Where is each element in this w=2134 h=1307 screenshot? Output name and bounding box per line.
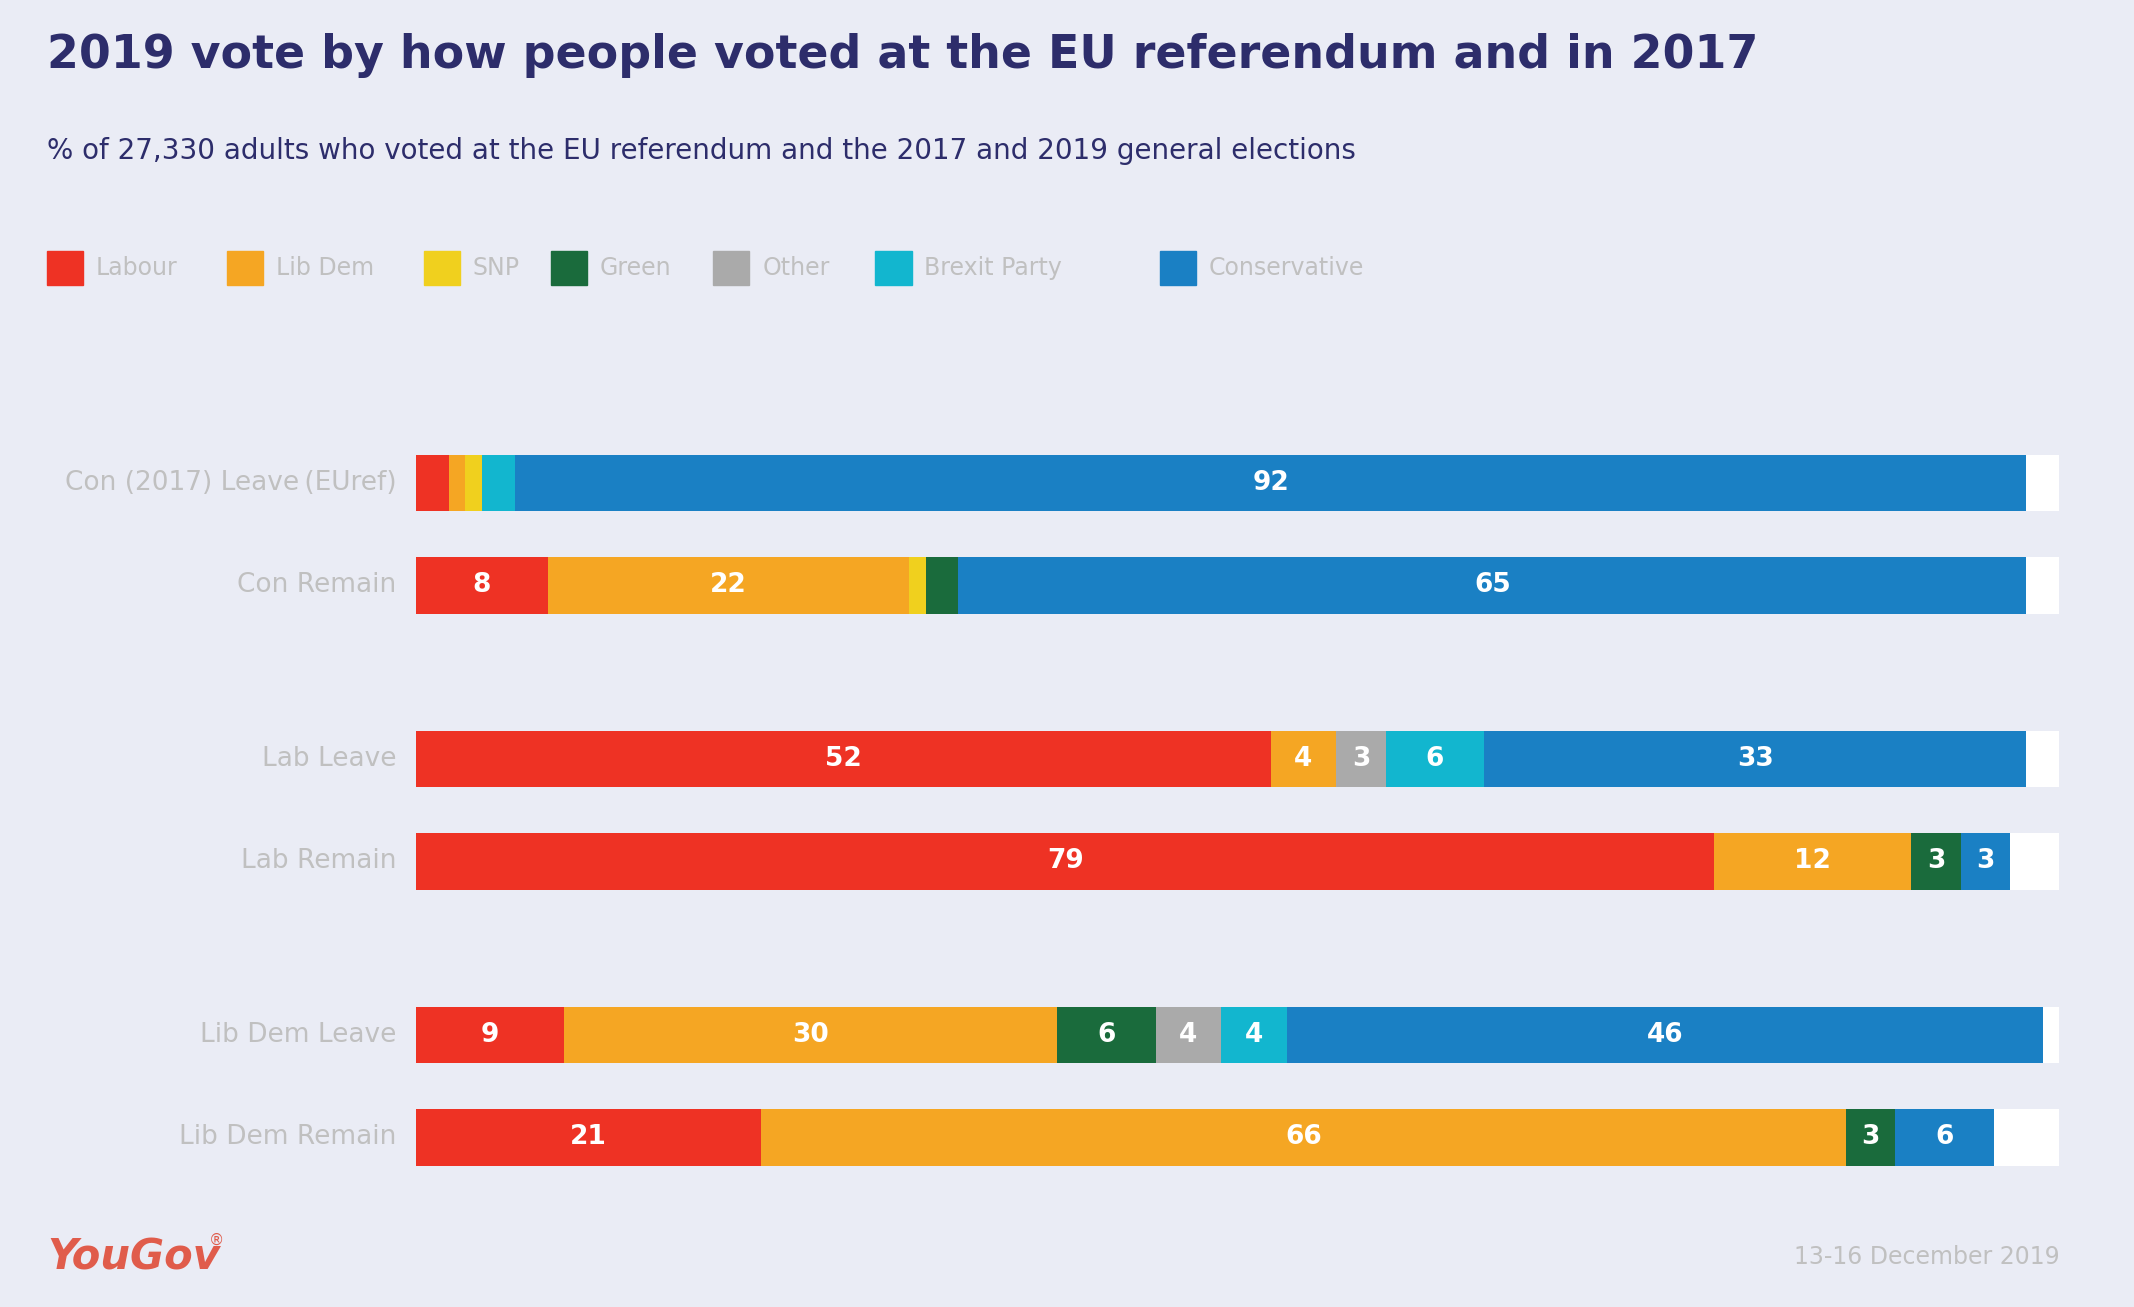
Bar [1157, 1008, 1221, 1064]
Bar [1385, 731, 1485, 787]
Text: 3: 3 [1976, 848, 1995, 874]
Text: Lib Dem: Lib Dem [275, 256, 373, 280]
Text: 9: 9 [480, 1022, 499, 1048]
Bar [416, 557, 2059, 613]
Text: Conservative: Conservative [1210, 256, 1364, 280]
Bar [416, 834, 2059, 890]
Text: 22: 22 [711, 572, 747, 599]
Text: 4: 4 [1244, 1022, 1263, 1048]
Text: 30: 30 [792, 1022, 828, 1048]
Text: 3: 3 [1927, 848, 1946, 874]
Bar [416, 731, 2059, 787]
Text: SNP: SNP [474, 256, 521, 280]
Text: Labour: Labour [96, 256, 177, 280]
Text: 4: 4 [1180, 1022, 1197, 1048]
Bar [482, 455, 514, 511]
Bar [416, 1008, 2059, 1064]
Bar [563, 1008, 1056, 1064]
Text: Green: Green [600, 256, 672, 280]
Text: 12: 12 [1795, 848, 1831, 874]
Bar [926, 557, 958, 613]
Text: 4: 4 [1295, 746, 1312, 772]
Text: Lab Leave: Lab Leave [262, 746, 397, 772]
Text: 21: 21 [570, 1124, 606, 1150]
Text: 66: 66 [1285, 1124, 1321, 1150]
Bar [416, 1110, 762, 1166]
Bar [548, 557, 909, 613]
Bar [1336, 731, 1385, 787]
Text: Other: Other [762, 256, 830, 280]
Text: 52: 52 [826, 746, 862, 772]
Bar [465, 455, 482, 511]
Text: Lab Remain: Lab Remain [241, 848, 397, 874]
Bar [416, 731, 1270, 787]
Bar [1912, 834, 1961, 890]
Bar [416, 1110, 2059, 1166]
Bar [1221, 1008, 1287, 1064]
Bar [762, 1110, 1846, 1166]
Bar [416, 455, 448, 511]
Text: 33: 33 [1737, 746, 1773, 772]
Bar [416, 455, 2059, 511]
Text: ®: ® [209, 1233, 224, 1248]
Bar [1846, 1110, 1895, 1166]
Bar [416, 834, 1714, 890]
Bar [416, 1008, 563, 1064]
Bar [1056, 1008, 1157, 1064]
Text: 3: 3 [1861, 1124, 1880, 1150]
Text: 2019 vote by how people voted at the EU referendum and in 2017: 2019 vote by how people voted at the EU … [47, 33, 1758, 77]
Bar [1961, 834, 2010, 890]
Bar [1270, 731, 1336, 787]
Bar [1287, 1008, 2042, 1064]
Text: 6: 6 [1097, 1022, 1116, 1048]
Bar [909, 557, 926, 613]
Bar [958, 557, 2027, 613]
Text: Lib Dem Leave: Lib Dem Leave [201, 1022, 397, 1048]
Text: 46: 46 [1647, 1022, 1684, 1048]
Text: Con Remain: Con Remain [237, 572, 397, 599]
Text: 6: 6 [1426, 746, 1445, 772]
Text: Brexit Party: Brexit Party [924, 256, 1063, 280]
Text: Lib Dem Remain: Lib Dem Remain [179, 1124, 397, 1150]
Text: % of 27,330 adults who voted at the EU referendum and the 2017 and 2019 general : % of 27,330 adults who voted at the EU r… [47, 137, 1355, 165]
Text: 13-16 December 2019: 13-16 December 2019 [1795, 1246, 2059, 1269]
Text: Con (2017) Leave (EUref): Con (2017) Leave (EUref) [64, 471, 397, 497]
Text: YouGov: YouGov [47, 1236, 220, 1278]
Text: 6: 6 [1936, 1124, 1953, 1150]
Text: 8: 8 [472, 572, 491, 599]
Text: 3: 3 [1351, 746, 1370, 772]
Text: 92: 92 [1253, 471, 1289, 497]
Bar [448, 455, 465, 511]
Bar [416, 557, 548, 613]
Bar [1895, 1110, 1993, 1166]
Text: 79: 79 [1048, 848, 1084, 874]
Bar [514, 455, 2027, 511]
Text: 65: 65 [1475, 572, 1511, 599]
Bar [1714, 834, 1912, 890]
Bar [1485, 731, 2027, 787]
